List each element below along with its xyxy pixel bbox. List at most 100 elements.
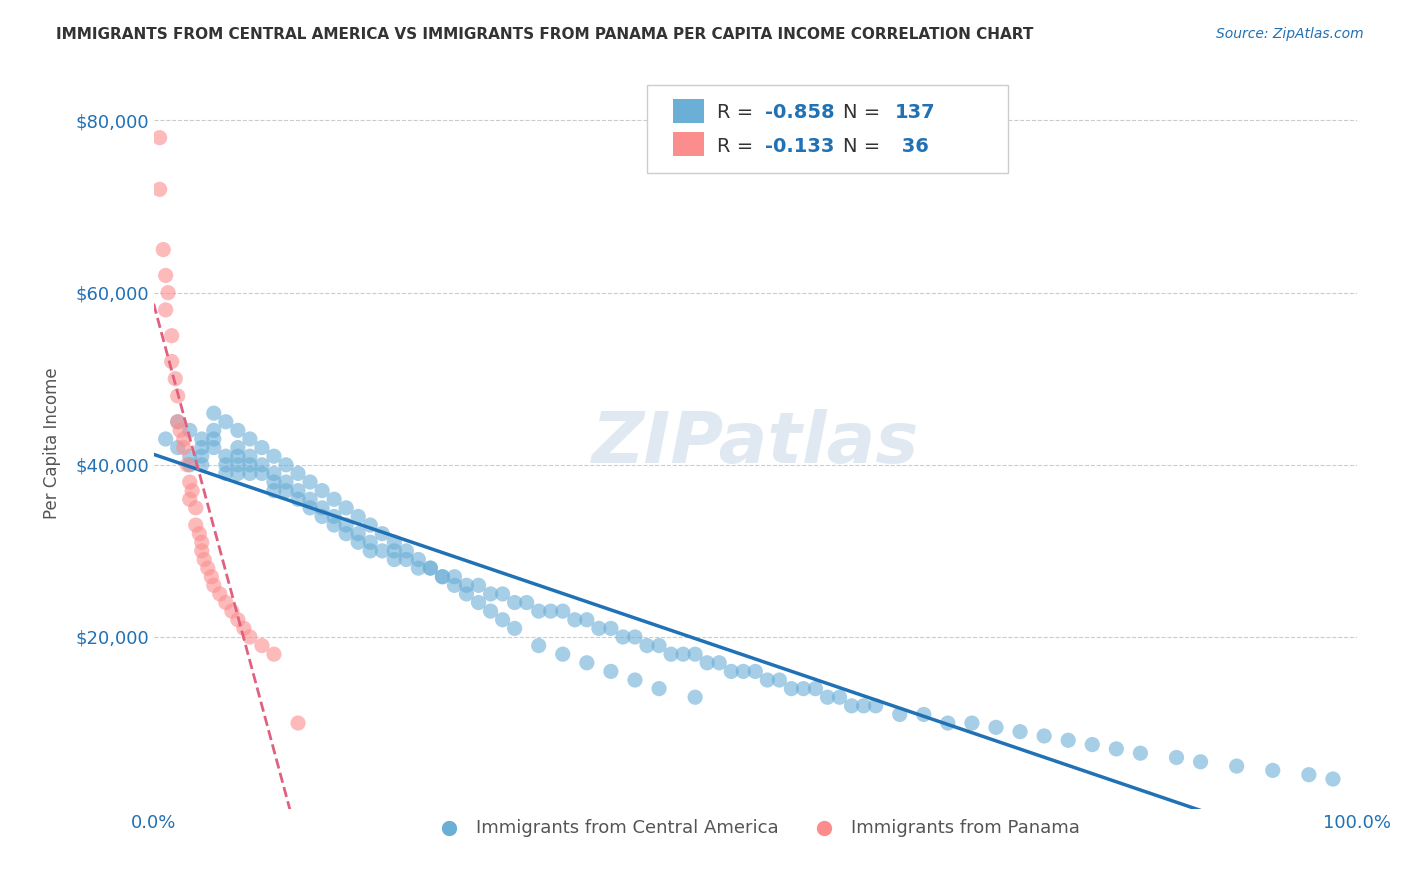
Point: [408, 561, 430, 575]
Point: [540, 604, 562, 618]
Point: [179, 475, 201, 489]
Point: [166, 389, 188, 403]
Point: [371, 526, 394, 541]
Point: [190, 458, 212, 472]
Point: [1166, 750, 1188, 764]
Point: [179, 449, 201, 463]
Point: [274, 475, 297, 489]
Point: [166, 441, 188, 455]
Point: [456, 578, 478, 592]
Point: [672, 647, 695, 661]
Point: [239, 630, 262, 644]
Point: [395, 544, 418, 558]
Point: [1081, 738, 1104, 752]
Point: [683, 647, 706, 661]
Point: [768, 673, 790, 687]
Point: [371, 544, 394, 558]
Point: [299, 500, 322, 515]
Point: [648, 639, 671, 653]
Point: [551, 647, 574, 661]
Point: [733, 665, 755, 679]
Point: [190, 544, 212, 558]
Point: [197, 561, 219, 575]
Point: [612, 630, 634, 644]
Point: [335, 526, 357, 541]
Point: [624, 673, 647, 687]
Point: [443, 578, 465, 592]
Point: [395, 552, 418, 566]
Point: [155, 268, 177, 283]
Point: [792, 681, 814, 696]
Point: [599, 665, 621, 679]
Point: [208, 587, 231, 601]
Point: [359, 544, 381, 558]
Point: [889, 707, 911, 722]
Point: [184, 500, 207, 515]
Point: [347, 526, 370, 541]
Point: [382, 552, 405, 566]
Point: [173, 441, 195, 455]
Point: [263, 467, 285, 481]
Point: [239, 467, 262, 481]
Point: [1189, 755, 1212, 769]
Point: [215, 595, 238, 609]
Point: [491, 587, 513, 601]
Point: [263, 475, 285, 489]
Point: [1322, 772, 1344, 786]
Point: [239, 432, 262, 446]
Point: [1129, 746, 1152, 760]
Point: [335, 518, 357, 533]
Text: -0.858: -0.858: [765, 103, 835, 122]
Point: [467, 578, 489, 592]
Point: [165, 372, 187, 386]
Text: R =: R =: [717, 103, 759, 122]
Point: [190, 441, 212, 455]
Point: [527, 639, 550, 653]
Point: [648, 681, 671, 696]
Point: [226, 613, 249, 627]
Point: [828, 690, 851, 705]
Point: [709, 656, 731, 670]
Point: [299, 492, 322, 507]
Text: N =: N =: [844, 103, 887, 122]
Point: [173, 432, 195, 446]
Point: [250, 467, 273, 481]
Point: [960, 716, 983, 731]
Point: [202, 441, 225, 455]
Y-axis label: Per Capita Income: Per Capita Income: [44, 368, 60, 519]
Point: [503, 621, 526, 635]
Point: [155, 432, 177, 446]
Point: [200, 570, 222, 584]
Point: [491, 613, 513, 627]
Point: [202, 423, 225, 437]
Point: [1226, 759, 1249, 773]
Point: [239, 458, 262, 472]
Point: [551, 604, 574, 618]
Point: [575, 613, 598, 627]
Text: ZIPatlas: ZIPatlas: [592, 409, 920, 478]
Point: [780, 681, 803, 696]
Text: R =: R =: [717, 136, 759, 156]
Point: [683, 690, 706, 705]
Point: [323, 509, 346, 524]
Point: [149, 182, 172, 196]
Point: [984, 720, 1007, 734]
Point: [720, 665, 742, 679]
Point: [274, 483, 297, 498]
Point: [311, 500, 333, 515]
Point: [588, 621, 610, 635]
Point: [221, 604, 243, 618]
Point: [599, 621, 621, 635]
Point: [149, 130, 172, 145]
Point: [232, 621, 254, 635]
Point: [865, 698, 887, 713]
Point: [696, 656, 718, 670]
Point: [215, 458, 238, 472]
Point: [1298, 768, 1320, 782]
Point: [215, 449, 238, 463]
Point: [202, 578, 225, 592]
Point: [181, 483, 204, 498]
Point: [226, 423, 249, 437]
Point: [852, 698, 875, 713]
Point: [311, 509, 333, 524]
